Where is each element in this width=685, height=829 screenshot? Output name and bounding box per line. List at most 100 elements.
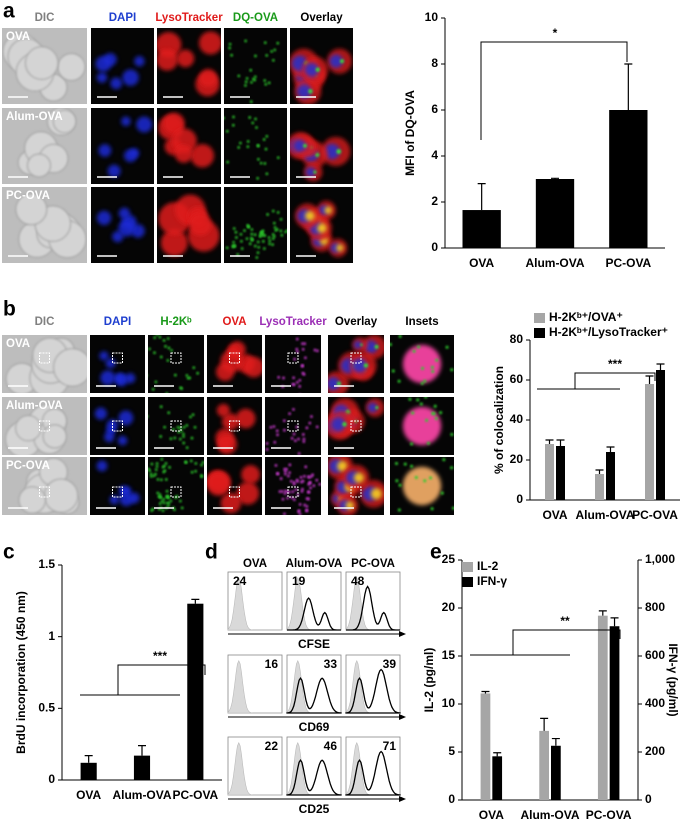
error-bar <box>645 375 654 384</box>
speck <box>264 147 268 151</box>
cell-stain <box>118 485 129 496</box>
tick-label: 5 <box>448 744 455 758</box>
flow-percentage: 71 <box>383 739 397 753</box>
cell-blue <box>364 340 378 354</box>
cell-stain <box>163 112 185 134</box>
speck <box>295 337 299 341</box>
tick-label: 20 <box>442 600 456 614</box>
cell-stain <box>117 435 128 446</box>
flow-percentage: 46 <box>324 739 338 753</box>
column-header: DAPI <box>109 12 136 24</box>
speck <box>271 233 275 236</box>
speck <box>244 84 247 87</box>
speck <box>155 335 159 336</box>
speck <box>272 59 275 62</box>
cell-stain <box>243 356 262 378</box>
cell-blue <box>328 377 340 391</box>
cell-blue <box>324 143 340 160</box>
bar <box>187 603 204 780</box>
x-tick-label: Alum-OVA <box>525 256 584 270</box>
speck <box>158 502 162 505</box>
speck <box>245 237 249 240</box>
speck <box>288 471 291 474</box>
bar <box>656 370 665 500</box>
speck <box>301 364 304 367</box>
speck <box>263 79 267 82</box>
inset-dot <box>423 379 427 383</box>
cell-blue <box>305 167 316 178</box>
panel-label: b <box>3 298 16 321</box>
speck <box>270 50 274 53</box>
flow-marker-label: CD69 <box>299 720 330 734</box>
speck <box>286 229 287 232</box>
tick-label: 10 <box>425 10 439 24</box>
tick-label: 6 <box>431 102 438 116</box>
roi-box <box>112 486 123 498</box>
speck <box>232 123 235 127</box>
bar <box>609 626 620 800</box>
micrograph <box>265 397 321 455</box>
inset-dot <box>439 411 443 415</box>
speck <box>240 247 244 250</box>
micrograph <box>2 335 87 393</box>
inset-dot <box>416 398 420 402</box>
column-header: DQ-OVA <box>233 12 278 24</box>
flow-percentage: 48 <box>351 574 365 588</box>
speck <box>244 39 247 43</box>
speck <box>281 497 285 501</box>
speck <box>280 490 284 493</box>
speck <box>271 243 274 246</box>
speck <box>234 230 238 234</box>
cell-stain <box>118 207 131 220</box>
speck <box>155 465 159 468</box>
column-header: Overlay <box>300 12 343 24</box>
cell-yellow <box>370 488 382 500</box>
speck <box>161 465 165 469</box>
row-label: PC-OVA <box>6 460 50 472</box>
inset-dot <box>430 365 434 369</box>
speck <box>254 117 257 121</box>
cell-stain <box>95 55 112 72</box>
x-tick-label: PC-OVA <box>632 508 678 522</box>
micrograph <box>148 335 204 393</box>
inset-dot <box>410 464 414 468</box>
column-header: DAPI <box>104 316 131 328</box>
speck <box>308 481 312 484</box>
cell-stain <box>217 434 238 455</box>
speck <box>299 476 303 479</box>
speck <box>305 426 309 430</box>
speck <box>188 376 191 380</box>
speck <box>280 233 284 237</box>
error-bar <box>556 439 565 446</box>
speck <box>224 116 225 120</box>
speck <box>302 437 306 441</box>
x-tick-label: Alum-OVA <box>112 788 171 802</box>
cell-stain <box>125 373 136 384</box>
error-bar <box>656 363 665 370</box>
sample-histogram <box>286 677 342 714</box>
speck <box>291 490 295 494</box>
speck <box>310 415 313 418</box>
speck <box>155 462 159 465</box>
speck <box>200 463 203 467</box>
micrograph <box>157 28 221 104</box>
speck <box>302 440 306 443</box>
speck <box>272 235 276 238</box>
cell-green <box>314 152 320 157</box>
micrograph <box>157 187 221 263</box>
image-bg <box>224 108 287 184</box>
inset-dot <box>430 507 434 511</box>
cell-stain <box>96 210 112 226</box>
micrograph <box>224 187 287 263</box>
speck <box>256 251 260 254</box>
speck <box>261 232 265 236</box>
micrograph <box>224 108 287 184</box>
inset-dot <box>410 442 414 446</box>
panel-label: e <box>430 541 442 564</box>
speck <box>284 470 287 473</box>
inset-dot <box>451 506 454 510</box>
cell-stain <box>176 49 195 68</box>
inset-dot <box>434 417 438 421</box>
roi-box <box>39 420 50 432</box>
speck <box>258 235 262 238</box>
